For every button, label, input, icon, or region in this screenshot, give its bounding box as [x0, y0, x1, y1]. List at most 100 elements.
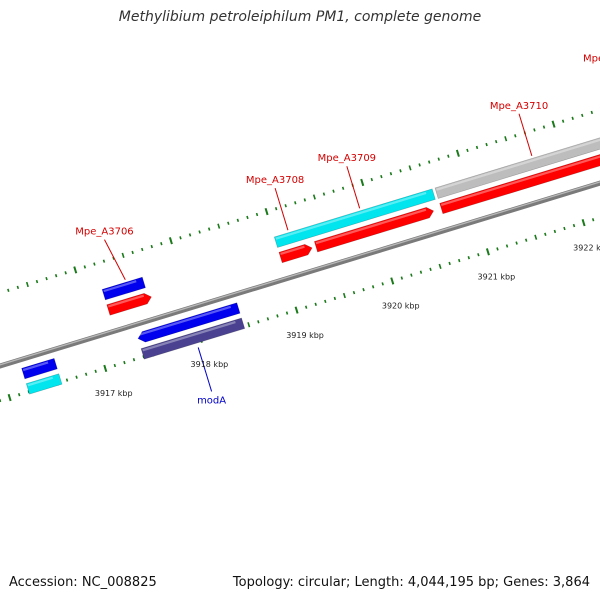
- tick-mark: [198, 230, 201, 234]
- tick-mark: [544, 232, 547, 236]
- tick-mark: [17, 392, 21, 397]
- gene-leader-line: [104, 239, 126, 280]
- feature-highlight: [275, 191, 427, 240]
- tick-mark: [408, 165, 412, 171]
- kbp-label: 3917 kbp: [95, 389, 133, 398]
- backbone-line: [0, 180, 600, 369]
- tick-mark: [332, 189, 335, 193]
- tick-mark: [45, 276, 48, 281]
- tick-mark: [447, 154, 450, 158]
- tick-mark: [123, 360, 126, 365]
- tick-mark: [276, 314, 279, 318]
- feature-shape: [140, 317, 246, 360]
- tick-mark: [571, 116, 574, 120]
- tick-mark: [35, 279, 39, 284]
- gene-features: [21, 132, 600, 395]
- gene-feature: [278, 244, 313, 264]
- gene-feature: [434, 132, 600, 199]
- tick-mark: [467, 255, 470, 260]
- tick-mark: [572, 223, 576, 228]
- tick-mark: [314, 302, 317, 306]
- tick-mark: [83, 265, 87, 269]
- tick-mark: [102, 259, 106, 263]
- tick-mark: [494, 139, 498, 144]
- tick-mark: [370, 177, 374, 182]
- tick-mark: [591, 218, 595, 222]
- tick-mark: [25, 281, 29, 288]
- tick-mark: [141, 247, 144, 252]
- tick-mark: [466, 148, 469, 153]
- tick-mark: [380, 174, 383, 179]
- kbp-label: 3922 kbp: [573, 243, 600, 252]
- tick-mark: [341, 186, 345, 190]
- tick-mark: [371, 285, 375, 289]
- kbp-label: 3918 kbp: [191, 360, 229, 369]
- feature-shape: [25, 373, 63, 395]
- tick-mark: [590, 110, 594, 115]
- gene-feature: [273, 188, 436, 248]
- gene-feature: [106, 293, 152, 316]
- tick-mark: [84, 372, 88, 376]
- tick-mark: [217, 223, 221, 229]
- tick-mark: [448, 261, 451, 266]
- tick-mark: [563, 226, 566, 231]
- feature-highlight: [27, 376, 54, 387]
- tick-mark: [504, 136, 508, 142]
- tick-mark: [303, 198, 307, 202]
- tick-mark: [7, 393, 12, 402]
- feature-shape: [137, 302, 241, 343]
- tick-mark: [255, 212, 259, 217]
- gene-leader-line: [346, 166, 361, 209]
- tick-mark: [73, 266, 78, 274]
- tick-mark: [485, 142, 488, 147]
- tick-mark: [7, 288, 10, 292]
- tick-mark: [352, 290, 356, 295]
- tick-mark: [142, 355, 145, 359]
- tick-mark: [427, 160, 431, 164]
- gene-label: Mpe_A3709: [318, 153, 376, 164]
- accession-text: Accession: NC_008825: [9, 575, 157, 590]
- tick-mark: [514, 134, 517, 138]
- gene-label: Mpe_A3710: [490, 101, 548, 112]
- tick-mark: [227, 221, 230, 225]
- feature-shape: [439, 149, 600, 215]
- tick-mark: [322, 192, 326, 196]
- tick-mark: [103, 364, 108, 373]
- tick-mark: [496, 247, 499, 251]
- gene-label: Mpe_A3706: [75, 227, 133, 238]
- tick-mark: [362, 288, 365, 292]
- tick-mark: [485, 248, 490, 256]
- tick-mark: [246, 215, 249, 220]
- tick-mark: [284, 204, 287, 208]
- tick-mark: [266, 317, 270, 321]
- tick-mark: [131, 250, 134, 255]
- tick-mark: [247, 322, 251, 328]
- tick-mark: [437, 157, 440, 161]
- tick-mark: [418, 163, 421, 167]
- tick-mark: [342, 292, 346, 299]
- tick-mark: [304, 305, 308, 309]
- tick-mark: [93, 262, 96, 266]
- tick-mark: [458, 258, 461, 263]
- feature-highlight: [103, 280, 137, 293]
- feature-shape: [313, 207, 435, 253]
- tick-mark: [524, 238, 528, 242]
- gene-feature: [313, 207, 435, 253]
- tick-mark: [581, 219, 586, 227]
- tick-mark: [168, 237, 173, 245]
- feature-highlight: [22, 361, 49, 372]
- tick-mark: [390, 277, 395, 285]
- feature-shape: [278, 244, 313, 264]
- gene-leader-line: [274, 187, 289, 231]
- tick-mark: [477, 253, 480, 257]
- feature-shape: [101, 276, 146, 301]
- tick-mark: [399, 169, 402, 173]
- tick-mark: [533, 128, 536, 132]
- tick-mark: [294, 306, 299, 314]
- feature-highlight: [440, 151, 600, 207]
- gene-feature: [101, 276, 146, 301]
- tick-mark: [534, 234, 538, 240]
- tick-mark: [429, 267, 432, 271]
- tick-mark: [150, 244, 153, 249]
